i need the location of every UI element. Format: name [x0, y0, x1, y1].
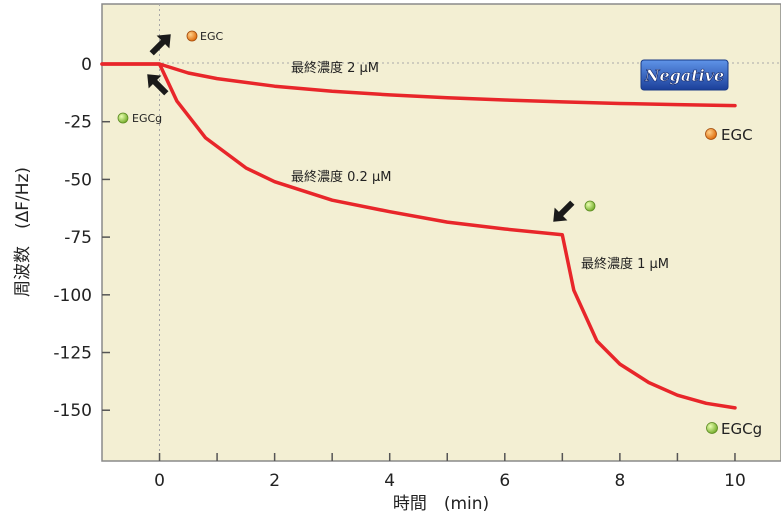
egcg-dot-icon	[117, 112, 129, 124]
y-tick-label: -100	[53, 286, 92, 306]
y-axis-title: 周波数 (ΔF/Hz)	[13, 167, 33, 297]
egc-right-label: EGC	[721, 126, 753, 144]
series-layer	[100, 62, 737, 410]
x-tick-label: 2	[269, 471, 280, 491]
arrow-icon-3	[553, 200, 575, 222]
x-tick-label: 8	[614, 471, 625, 491]
x-axis-title: 時間 (min)	[393, 494, 489, 514]
annotation-conc-1: 最終濃度 1 μM	[581, 256, 669, 272]
x-tick-label: 0	[154, 471, 165, 491]
egcg-right-label: EGCg	[721, 420, 762, 438]
axis-ticks: 0 2 4 6 8 10 0 -25 -50 -75 -100 -125 -150	[53, 55, 745, 491]
y-tick-label: -25	[64, 113, 92, 133]
egc-dot-icon	[186, 30, 198, 42]
arrow-icon-1	[149, 34, 171, 56]
series-line-2	[100, 62, 737, 410]
annotation-conc-2: 最終濃度 2 μM	[291, 60, 379, 76]
egcg-left-label: EGCg	[132, 112, 162, 125]
x-tick-label: 6	[499, 471, 510, 491]
arrow-icon-2	[147, 74, 169, 96]
series-line-1	[100, 62, 737, 108]
egcg-dot-icon	[706, 422, 718, 434]
badge-label: Negative	[644, 66, 724, 85]
y-tick-label: -50	[64, 170, 92, 190]
badge: Negative	[640, 59, 729, 91]
y-tick-label: -125	[53, 344, 92, 364]
egc-top-label: EGC	[200, 30, 223, 43]
egcg-dot-icon	[584, 200, 596, 212]
annotation-conc-02: 最終濃度 0.2 μM	[291, 169, 391, 185]
egc-dot-icon	[705, 128, 717, 140]
y-tick-label: -150	[53, 401, 92, 421]
y-tick-label: -75	[64, 228, 92, 248]
y-tick-label: 0	[81, 55, 92, 75]
x-tick-label: 4	[384, 471, 395, 491]
x-tick-label: 10	[724, 471, 746, 491]
